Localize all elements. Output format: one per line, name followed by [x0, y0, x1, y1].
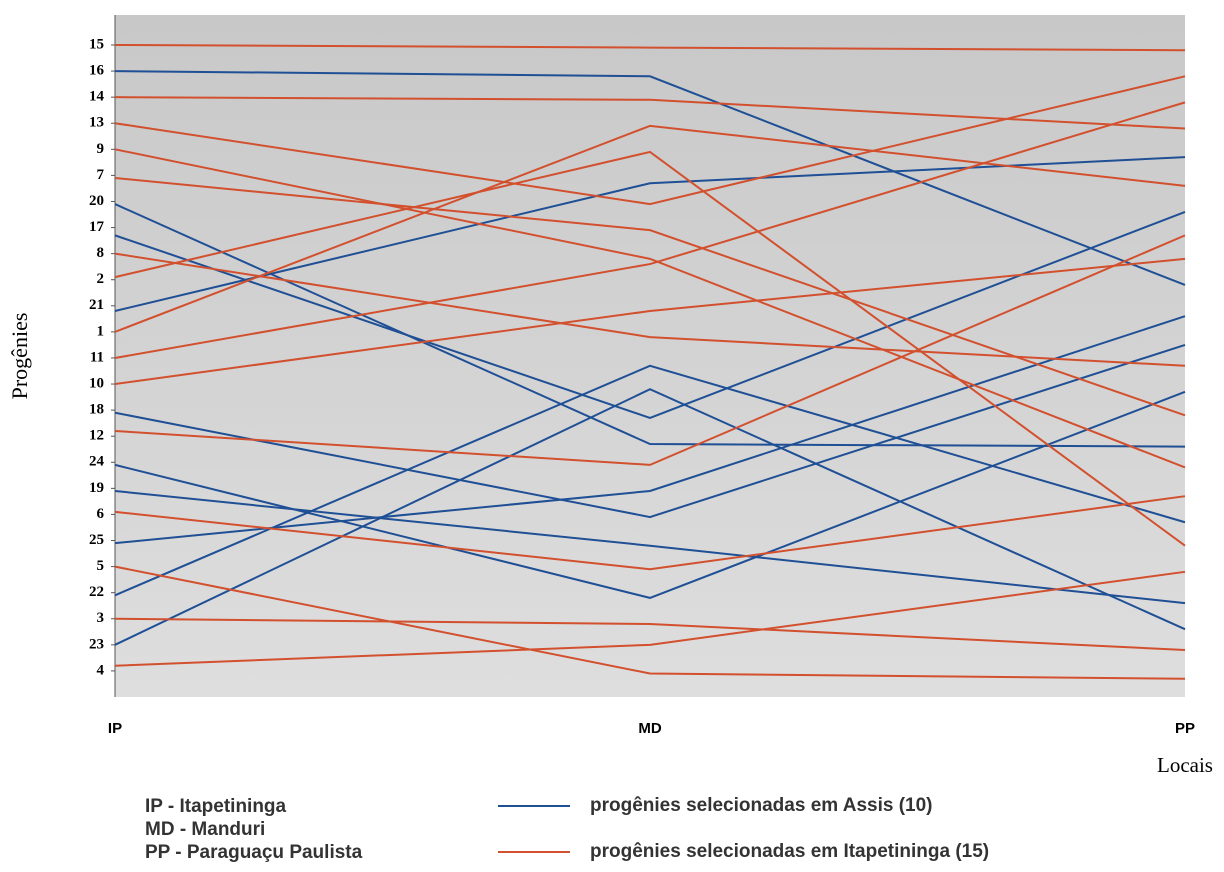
- series-line: [114, 257, 1186, 386]
- series-line: [114, 43, 1186, 52]
- y-tick-label: 14: [89, 89, 105, 105]
- x-tick-label: PP: [1175, 720, 1195, 737]
- y-tick-label: 15: [89, 36, 104, 52]
- series-line: [114, 495, 1186, 571]
- y-tick-label: 1: [97, 323, 105, 339]
- series-line: [114, 148, 1186, 469]
- y-tick-label: 20: [89, 193, 104, 209]
- y-tick-label: 4: [97, 662, 105, 678]
- legend-label: progênies selecionadas em Itapetininga (…: [590, 841, 989, 862]
- series-line: [114, 489, 1186, 605]
- x-axis-label: Locais: [1157, 753, 1213, 777]
- y-tick-label: 13: [89, 115, 104, 131]
- series-line: [114, 210, 1186, 420]
- y-tick-label: 16: [89, 63, 105, 79]
- y-tick-label: 22: [89, 584, 104, 600]
- y-tick-label: 17: [89, 219, 105, 235]
- location-note: IP - Itapetininga: [145, 796, 287, 817]
- series-line: [114, 101, 1186, 359]
- series-line: [114, 203, 1186, 448]
- series-line: [114, 75, 1186, 206]
- series-line: [114, 124, 1186, 333]
- y-tick-label: 5: [97, 558, 105, 574]
- series-line: [114, 150, 1186, 547]
- y-tick-label: 9: [97, 141, 105, 157]
- y-tick-label: 6: [97, 506, 105, 522]
- series-line: [114, 388, 1186, 646]
- y-tick-label: 12: [89, 428, 104, 444]
- y-tick-label: 21: [89, 297, 104, 313]
- series-line: [114, 70, 1186, 286]
- legend-label: progênies selecionadas em Assis (10): [590, 795, 933, 816]
- series-line: [114, 177, 1186, 417]
- series-line: [114, 364, 1186, 597]
- y-tick-label: 23: [89, 636, 104, 652]
- series-line: [114, 570, 1186, 667]
- series-line: [114, 252, 1186, 367]
- series-line: [114, 234, 1186, 466]
- y-tick-label: 25: [89, 532, 104, 548]
- series-line: [114, 315, 1186, 545]
- y-axis-label: Progênies: [7, 313, 32, 400]
- y-tick-label: 7: [97, 167, 105, 183]
- series-line: [114, 565, 1186, 680]
- y-tick-label: 19: [89, 480, 104, 496]
- y-tick-label: 24: [89, 454, 105, 470]
- series-line: [114, 617, 1186, 652]
- y-tick-label: 3: [97, 610, 105, 626]
- y-tick-label: 18: [89, 402, 104, 418]
- x-tick-label: IP: [108, 720, 122, 737]
- location-note: MD - Manduri: [145, 819, 265, 840]
- y-tick-label: 10: [89, 375, 104, 391]
- y-tick-label: 8: [97, 245, 105, 261]
- location-note: PP - Paraguaçu Paulista: [145, 842, 363, 863]
- y-tick-label: 11: [90, 349, 104, 365]
- y-tick-label: 2: [97, 271, 105, 287]
- series-line: [114, 343, 1186, 519]
- x-tick-label: MD: [638, 720, 661, 737]
